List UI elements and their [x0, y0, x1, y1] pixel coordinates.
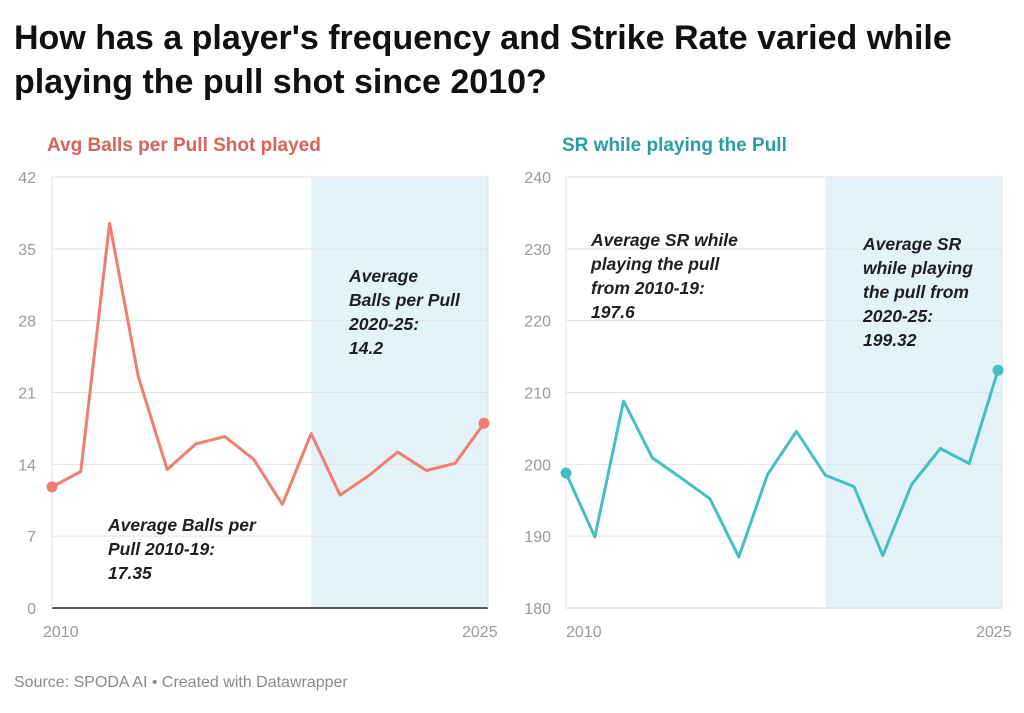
annotation: Average SR while playing the pull from 201…	[590, 230, 738, 322]
left-annotations: Average Balls per Pull 2020-25: 14.2Average…	[107, 266, 461, 583]
annotation-line: Pull 2010-19:	[108, 539, 215, 559]
annotation-line: 14.2	[349, 338, 383, 358]
source-note: Source: SPODA AI • Created with Datawrap…	[14, 674, 348, 691]
right-panel: SR while playing the Pull 180 190 200 210 22…	[524, 135, 1011, 641]
annotation-line: 2020-25:	[862, 306, 933, 326]
annotation: Average SR while playing the pull from 2020…	[862, 234, 973, 350]
left-series-points	[46, 417, 490, 493]
annotation-line: Balls per Pull	[349, 290, 461, 310]
y-tick-label: 21	[18, 386, 36, 403]
annotation-line: Average Balls per	[107, 515, 257, 535]
annotation: Average Balls per Pull 2010-19: 17.35	[107, 515, 257, 583]
right-chart-title: SR while playing the Pull	[562, 135, 787, 156]
y-tick-label: 7	[27, 529, 36, 546]
annotation-line: 2020-25:	[348, 314, 419, 334]
left-y-ticks: 0 7 14 21 28 35 42	[18, 170, 36, 618]
data-point	[478, 417, 490, 429]
y-tick-label: 14	[18, 457, 36, 474]
left-chart-title: Avg Balls per Pull Shot played	[47, 135, 321, 156]
data-point	[46, 481, 58, 493]
annotation-line: 197.6	[591, 302, 635, 322]
annotation-line: Average	[348, 266, 418, 286]
annotation-line: the pull from	[863, 282, 969, 302]
left-panel: Avg Balls per Pull Shot played 0 7 14 21 28 3…	[18, 135, 497, 641]
y-tick-label: 200	[524, 457, 551, 474]
x-tick-label: 2010	[566, 624, 602, 641]
annotation-line: from 2010-19:	[591, 278, 705, 298]
x-tick-label: 2010	[43, 624, 79, 641]
y-tick-label: 0	[27, 601, 36, 618]
y-tick-label: 42	[18, 170, 36, 187]
right-y-ticks: 180 190 200 210 220 230 240	[524, 170, 551, 618]
annotation-line: Average SR while	[590, 230, 738, 250]
right-gridlines	[565, 176, 1003, 609]
left-series-line	[51, 221, 486, 506]
annotation-line: 199.32	[863, 330, 917, 350]
annotation: Average Balls per Pull 2020-25: 14.2	[348, 266, 461, 358]
page-title: How has a player's frequency and Strike …	[14, 19, 952, 101]
left-x-ticks: 2010 2025	[43, 624, 498, 641]
data-point	[992, 364, 1004, 376]
y-tick-label: 210	[524, 386, 551, 403]
annotation-line: playing the pull	[590, 254, 720, 274]
right-series-line	[564, 369, 1000, 559]
annotation-line: 17.35	[108, 563, 152, 583]
right-series-points	[560, 364, 1004, 479]
x-tick-label: 2025	[976, 624, 1012, 641]
y-tick-label: 230	[524, 242, 551, 259]
y-tick-label: 240	[524, 170, 551, 187]
y-tick-label: 190	[524, 529, 551, 546]
annotation-line: Average SR	[862, 234, 962, 254]
y-tick-label: 35	[18, 242, 36, 259]
y-tick-label: 28	[18, 314, 36, 331]
y-tick-label: 220	[524, 314, 551, 331]
annotation-line: while playing	[863, 258, 973, 278]
data-point	[560, 467, 572, 479]
right-x-ticks: 2010 2025	[566, 624, 1012, 641]
x-tick-label: 2025	[462, 624, 498, 641]
right-annotations: Average SR while playing the pull from 201…	[590, 230, 973, 350]
left-gridlines	[51, 176, 489, 609]
y-tick-label: 180	[524, 601, 551, 618]
